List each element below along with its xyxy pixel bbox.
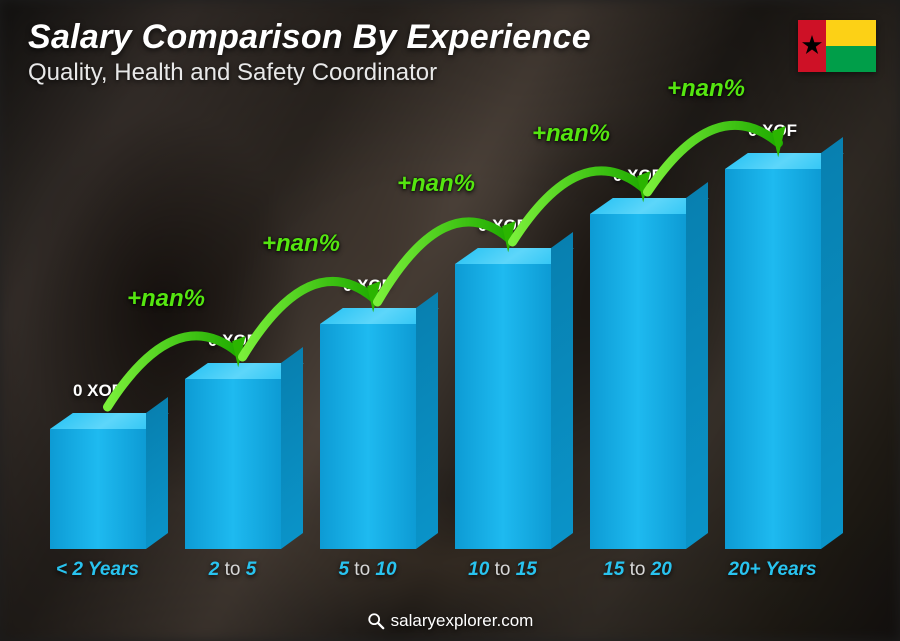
pct-change-label: +nan%	[532, 120, 610, 148]
bar-side-face	[821, 137, 843, 549]
bar-value-label: 0 XOF	[343, 276, 392, 296]
category-label: 10 to 15	[433, 559, 573, 581]
footer-text: salaryexplorer.com	[391, 611, 534, 631]
bar-front-face	[320, 324, 416, 549]
pct-change-label: +nan%	[127, 285, 205, 313]
bar	[590, 214, 686, 549]
bar-group: 0 XOF 15 to 20	[570, 120, 705, 581]
bar-front-face	[455, 264, 551, 549]
bar-group: 0 XOF 20+ Years	[705, 120, 840, 581]
chart-title: Salary Comparison By Experience	[28, 18, 780, 57]
category-label: 5 to 10	[298, 559, 438, 581]
pct-change-label: +nan%	[262, 230, 340, 258]
bar-front-face	[185, 379, 281, 549]
bar-front-face	[725, 169, 821, 549]
bar	[185, 379, 281, 549]
category-label: < 2 Years	[28, 559, 168, 581]
bar-front-face	[590, 214, 686, 549]
flag-bottom-right	[826, 46, 876, 72]
category-label: 2 to 5	[163, 559, 303, 581]
pct-change-label: +nan%	[667, 75, 745, 103]
bar-group: 0 XOF 2 to 5	[165, 120, 300, 581]
bar-value-label: 0 XOF	[73, 381, 122, 401]
category-label: 15 to 20	[568, 559, 708, 581]
bar-front-face	[50, 429, 146, 549]
bar	[50, 429, 146, 549]
flag-icon	[798, 20, 876, 72]
bar-value-label: 0 XOF	[748, 121, 797, 141]
bar	[725, 169, 821, 549]
bar-chart: 0 XOF< 2 Years0 XOF2 to 50 XOF5 to 100 X…	[30, 120, 840, 581]
bar	[455, 264, 551, 549]
bar-value-label: 0 XOF	[478, 216, 527, 236]
pct-change-label: +nan%	[397, 170, 475, 198]
footer: salaryexplorer.com	[0, 611, 900, 631]
category-label: 20+ Years	[703, 559, 843, 581]
bar-value-label: 0 XOF	[208, 331, 257, 351]
magnifier-icon	[367, 612, 385, 630]
bar-value-label: 0 XOF	[613, 166, 662, 186]
flag-top-right	[826, 20, 876, 46]
bar	[320, 324, 416, 549]
bar-group: 0 XOF < 2 Years	[30, 120, 165, 581]
